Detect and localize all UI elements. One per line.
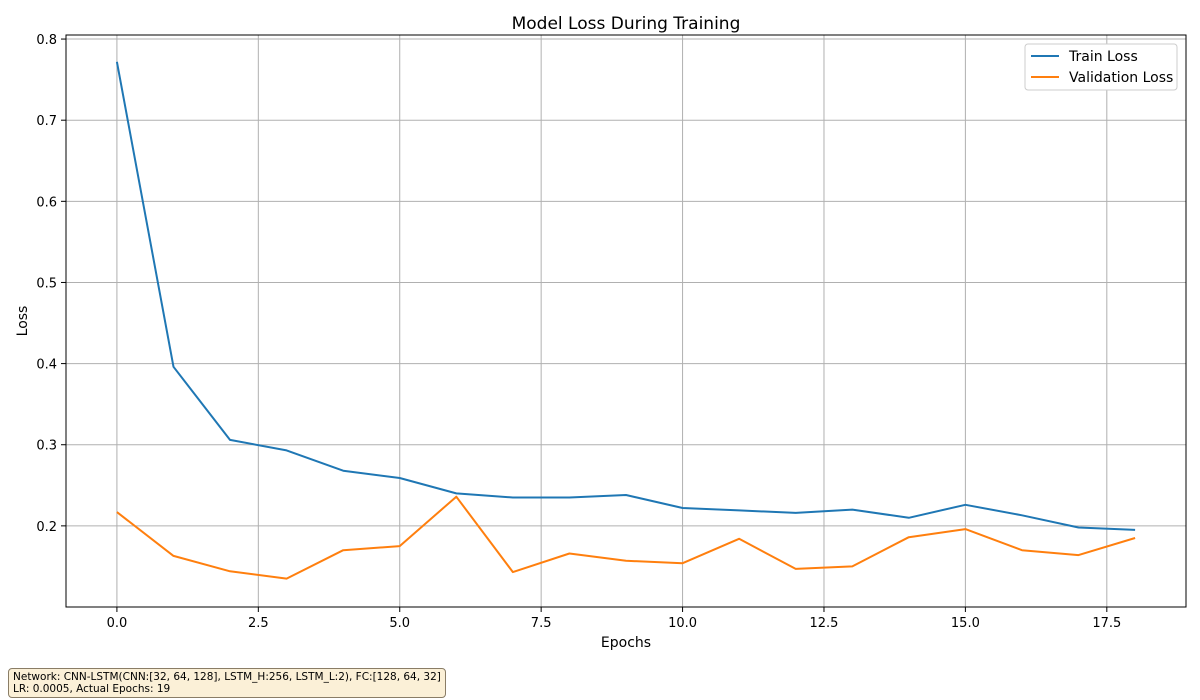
x-tick-label: 5.0 bbox=[389, 616, 410, 631]
legend-frame bbox=[1024, 43, 1178, 91]
x-tick-label: 17.5 bbox=[1092, 616, 1121, 631]
x-axis-label: Epochs bbox=[601, 635, 651, 651]
model-info-network: Network: CNN-LSTM(CNN:[32, 64, 128], LST… bbox=[13, 671, 441, 683]
y-axis-label: Loss bbox=[15, 306, 31, 337]
grid bbox=[66, 35, 1186, 607]
y-tick-label: 0.5 bbox=[36, 276, 57, 291]
series-line-train-loss bbox=[115, 61, 1136, 531]
legend-label-validation-loss: Validation Loss bbox=[1069, 70, 1173, 86]
x-tick-label: 10.0 bbox=[668, 616, 697, 631]
x-tick-label: 15.0 bbox=[951, 616, 980, 631]
axis-ticks: 0.0 2.5 5.0 7.5 10.0 12.5 15.0 17.5 0.2 0.3 0.4 0.5… bbox=[36, 33, 1121, 631]
y-tick-label: 0.4 bbox=[36, 358, 57, 373]
y-tick-label: 0.2 bbox=[36, 520, 57, 535]
series-line-validation-loss bbox=[116, 495, 1136, 580]
plot-frame bbox=[65, 34, 1187, 608]
model-info-box: Network: CNN-LSTM(CNN:[32, 64, 128], LST… bbox=[8, 668, 446, 698]
legend: Train Loss Validation Loss bbox=[1024, 43, 1178, 91]
y-tick-label: 0.7 bbox=[36, 114, 57, 129]
x-tick-label: 7.5 bbox=[531, 616, 552, 631]
y-tick-label: 0.3 bbox=[36, 439, 57, 454]
x-tick-label: 0.0 bbox=[107, 616, 128, 631]
x-tick-label: 12.5 bbox=[810, 616, 839, 631]
model-info-training: LR: 0.0005, Actual Epochs: 19 bbox=[13, 683, 171, 695]
series-lines bbox=[115, 61, 1136, 580]
y-tick-label: 0.6 bbox=[36, 195, 57, 210]
y-tick-label: 0.8 bbox=[36, 33, 57, 48]
chart-title: Model Loss During Training bbox=[512, 14, 741, 34]
legend-label-train-loss: Train Loss bbox=[1068, 49, 1138, 65]
x-tick-label: 2.5 bbox=[248, 616, 269, 631]
